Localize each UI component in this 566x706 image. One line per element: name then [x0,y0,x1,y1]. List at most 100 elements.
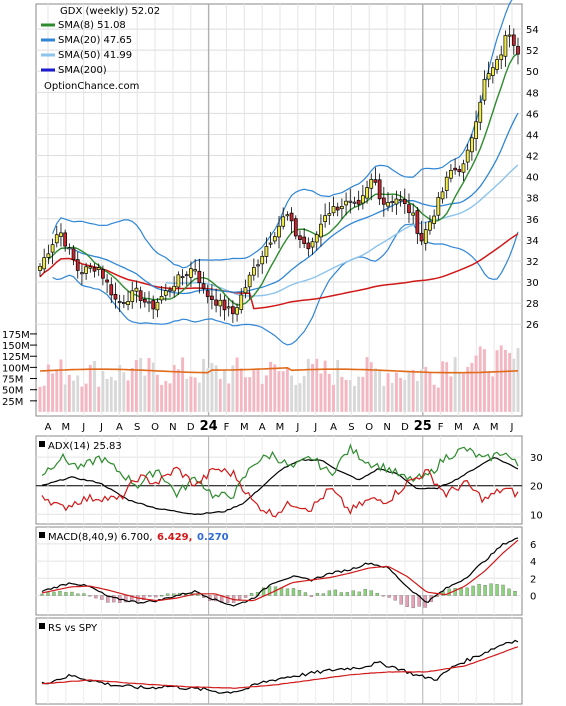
macd-hist-bar [70,591,74,596]
candle-body [352,201,357,204]
rs-line [41,639,519,694]
macd-hist-bar [411,595,415,609]
volume-bar [294,384,298,413]
candle-body [247,274,252,288]
candle-body [381,197,386,205]
candle-body [163,290,168,296]
candle-body [189,268,193,278]
price-y-tick: 44 [526,130,539,141]
volume-bar [491,376,495,413]
minus-di-line [41,466,519,518]
candle-body [474,121,478,139]
price-y-tick: 42 [526,152,539,163]
volume-bar [474,355,478,413]
volume-bar [356,376,361,413]
candle-body [59,232,63,237]
macd-hist-bar [345,592,350,596]
volume-bar [449,376,453,413]
macd-hist-bar [213,595,218,602]
volume-bar [407,371,411,413]
volume-bar [499,345,503,413]
candle-body [499,54,504,61]
candle-body [260,255,265,265]
volume-bar [260,383,264,413]
candle-body [155,301,160,311]
x-tick-label: M [62,422,71,433]
volume-bar [340,376,344,413]
volume-bar [193,377,197,413]
candle-body [335,206,340,211]
price-y-tick: 32 [526,257,539,268]
macd-hist-bar [285,588,290,596]
volume-bar [298,382,302,413]
volume-bar [348,379,353,413]
candle-body [486,73,491,80]
macd-hist-bar [339,592,344,596]
candle-body [419,233,424,242]
volume-bar [457,373,462,413]
macd-hist-bar [405,595,409,607]
volume-bar [432,384,436,413]
macd-hist-bar [309,595,314,597]
x-tick-label: A [116,422,123,433]
candle-body [356,199,361,205]
price-y-axis: 26 28 30 32 34 36 38 40 42 44 46 48 50 52 54 [526,25,539,331]
candle-body [201,283,206,289]
candle-body [239,294,244,310]
volume-bar [155,374,160,413]
macd-hist-bar [369,590,373,596]
candle-body [176,274,181,288]
volume-bar [486,370,491,413]
volume-bar [373,368,378,413]
candlesticks [38,25,520,323]
x-tick-label: N [383,422,390,433]
macd-hist-bar [489,583,493,596]
volume-bar [256,369,260,413]
candle-body [331,206,336,214]
adx-line [41,457,519,516]
macd-hist-bar [100,595,104,600]
volume-bar [180,357,185,413]
volume-bar [323,360,327,413]
macd-hist-bar [88,595,92,597]
candle-body [289,212,294,222]
volume-bar [122,371,126,413]
volume-bar [147,357,151,413]
price-y-tick: 54 [526,25,539,36]
watermark: OptionChance.com [44,81,139,92]
x-tick-label: J [81,422,85,433]
volume-bar [344,379,348,413]
volume-bar [310,363,315,413]
volume-bar [436,387,441,413]
volume-bar [101,370,105,413]
volume-bar [440,360,445,413]
volume-bar [222,369,227,413]
candle-body [109,284,114,296]
volume-bar [218,378,223,413]
volume-bar [365,356,369,413]
sma50-line [165,164,519,297]
candle-body [415,210,420,234]
candle-body [298,235,302,240]
volume-bar [419,368,424,413]
volume-bar [143,375,147,413]
volume-bar [59,359,63,413]
volume-bar [134,359,139,413]
candle-body [373,179,378,183]
volume-bars [38,345,520,413]
macd-hist-bar [471,585,475,596]
candle-body [465,149,470,163]
volume-bar [164,380,168,413]
candle-body [105,279,109,283]
volume-bar [369,361,373,413]
candle-body [231,306,235,315]
candle-body [348,200,353,203]
volume-average-line [39,366,519,374]
volume-bar [382,385,386,413]
price-y-tick: 48 [526,88,539,99]
candle-body [172,285,177,292]
candle-body [306,242,311,250]
volume-y-tick: 100M [2,363,30,374]
candle-body [235,307,239,315]
macd-hist-bar [267,586,272,596]
